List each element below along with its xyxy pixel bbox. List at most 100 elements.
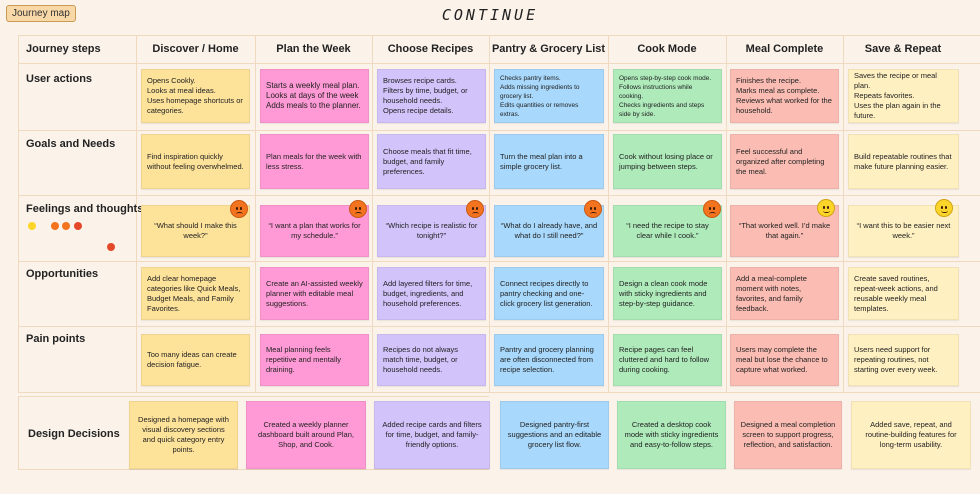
note-pain-discover[interactable]: Too many ideas can create decision fatig… bbox=[141, 334, 250, 386]
note-text: Browses recipe cards. Filters by time, b… bbox=[383, 76, 468, 115]
note-goal-discover[interactable]: Find inspiration quickly without feeling… bbox=[141, 134, 250, 189]
note-text: “Which recipe is realistic for tonight?” bbox=[385, 221, 478, 240]
note-goal-pantry[interactable]: Turn the meal plan into a simple grocery… bbox=[494, 134, 604, 189]
note-text: Build repeatable routines that make futu… bbox=[854, 151, 952, 171]
note-user-action-save[interactable]: Saves the recipe or meal plan. Repeats f… bbox=[848, 69, 959, 123]
note-text: Users need support for repeating routine… bbox=[854, 345, 938, 374]
note-text: Meal planning feels repetitive and menta… bbox=[266, 345, 342, 374]
note-goal-choose[interactable]: Choose meals that fit time, budget, and … bbox=[377, 134, 486, 189]
note-decision-discover[interactable]: Designed a homepage with visual discover… bbox=[129, 401, 238, 469]
note-text: Designed a homepage with visual discover… bbox=[138, 415, 229, 454]
column-header-journey-steps: Journey steps bbox=[26, 43, 101, 55]
note-text: “I want this to be easier next week.” bbox=[856, 221, 951, 240]
note-text: “That worked well. I’d make that again.” bbox=[738, 221, 831, 240]
note-decision-save[interactable]: Added save, repeat, and routine-building… bbox=[851, 401, 971, 469]
note-user-action-plan[interactable]: Starts a weekly meal plan. Looks at days… bbox=[260, 69, 369, 123]
note-text: Added recipe cards and filters for time,… bbox=[382, 420, 482, 449]
note-pain-complete[interactable]: Users may complete the meal but lose the… bbox=[730, 334, 839, 386]
row-header-feelings: Feelings and thoughts bbox=[26, 203, 144, 215]
note-text: Saves the recipe or meal plan. Repeats f… bbox=[854, 71, 941, 120]
note-text: Users may complete the meal but lose the… bbox=[736, 345, 828, 374]
row-header-user-actions: User actions bbox=[26, 73, 93, 85]
note-text: Recipe pages can feel cluttered and hard… bbox=[619, 345, 710, 374]
column-header-complete: Meal Complete bbox=[745, 43, 824, 55]
note-decision-cook[interactable]: Created a desktop cook mode with sticky … bbox=[617, 401, 726, 469]
note-text: Add clear homepage categories like Quick… bbox=[147, 273, 241, 313]
note-text: “I want a plan that works for my schedul… bbox=[268, 221, 361, 240]
grid-divider bbox=[18, 195, 980, 196]
note-text: Recipes do not always match time, budget… bbox=[383, 345, 459, 374]
note-text: “What should I make this week?” bbox=[154, 221, 237, 240]
note-goal-complete[interactable]: Feel successful and organized after comp… bbox=[730, 134, 839, 189]
note-text: Added save, repeat, and routine-building… bbox=[865, 420, 957, 449]
note-decision-choose[interactable]: Added recipe cards and filters for time,… bbox=[374, 401, 490, 469]
column-header-pantry: Pantry & Grocery List bbox=[491, 43, 606, 55]
happy-face-icon bbox=[817, 199, 835, 217]
sad-mini-icon bbox=[51, 222, 59, 230]
note-pain-cook[interactable]: Recipe pages can feel cluttered and hard… bbox=[613, 334, 722, 386]
sad-face-icon bbox=[349, 200, 367, 218]
angry-mini-icon bbox=[74, 222, 82, 230]
note-text: Checks pantry items. Adds missing ingred… bbox=[500, 74, 580, 118]
note-user-action-cook[interactable]: Opens step-by-step cook mode. Follows in… bbox=[613, 69, 722, 123]
grid-divider bbox=[255, 35, 256, 392]
note-text: “What do I already have, and what do I s… bbox=[500, 221, 598, 240]
note-opportunity-complete[interactable]: Add a meal-complete moment with notes, f… bbox=[730, 267, 839, 320]
note-text: Connect recipes directly to pantry check… bbox=[500, 278, 593, 308]
note-pain-choose[interactable]: Recipes do not always match time, budget… bbox=[377, 334, 486, 386]
note-opportunity-choose[interactable]: Add layered filters for time, budget, in… bbox=[377, 267, 486, 320]
note-goal-cook[interactable]: Cook without losing place or jumping bet… bbox=[613, 134, 722, 189]
note-opportunity-plan[interactable]: Create an AI-assisted weekly planner wit… bbox=[260, 267, 369, 320]
sad-face-icon bbox=[703, 200, 721, 218]
note-opportunity-discover[interactable]: Add clear homepage categories like Quick… bbox=[141, 267, 250, 320]
journey-map-tag[interactable]: Journey map bbox=[6, 5, 76, 22]
grid-divider bbox=[843, 35, 844, 392]
note-text: Plan meals for the week with less stress… bbox=[266, 151, 362, 171]
note-user-action-discover[interactable]: Opens Cookly. Looks at meal ideas. Uses … bbox=[141, 69, 250, 123]
note-pain-pantry[interactable]: Pantry and grocery planning are often di… bbox=[494, 334, 604, 386]
note-text: Choose meals that fit time, budget, and … bbox=[383, 146, 472, 176]
column-header-plan: Plan the Week bbox=[276, 43, 351, 55]
note-text: Designed a meal completion screen to sup… bbox=[740, 420, 836, 449]
note-user-action-complete[interactable]: Finishes the recipe. Marks meal as compl… bbox=[730, 69, 839, 123]
note-text: Created a weekly planner dashboard built… bbox=[258, 420, 354, 449]
note-goal-save[interactable]: Build repeatable routines that make futu… bbox=[848, 134, 959, 189]
sad-face-icon bbox=[466, 200, 484, 218]
grid-divider bbox=[18, 326, 980, 327]
grid-divider bbox=[18, 261, 980, 262]
row-header-opportunities: Opportunities bbox=[26, 268, 99, 280]
page-title: CONTINUE bbox=[441, 6, 539, 24]
grid-divider bbox=[136, 35, 137, 392]
note-opportunity-save[interactable]: Create saved routines, repeat-week actio… bbox=[848, 267, 959, 320]
note-text: Feel successful and organized after comp… bbox=[736, 146, 825, 176]
note-user-action-pantry[interactable]: Checks pantry items. Adds missing ingred… bbox=[494, 69, 604, 123]
note-text: Create an AI-assisted weekly planner wit… bbox=[266, 278, 363, 308]
column-header-choose: Choose Recipes bbox=[387, 43, 474, 55]
note-text: Starts a weekly meal plan. Looks at days… bbox=[266, 81, 361, 110]
grid-divider bbox=[372, 35, 373, 392]
note-decision-pantry[interactable]: Designed pantry-first suggestions and an… bbox=[500, 401, 609, 469]
design-decisions-frame bbox=[18, 396, 489, 470]
note-goal-plan[interactable]: Plan meals for the week with less stress… bbox=[260, 134, 369, 189]
note-text: Add a meal-complete moment with notes, f… bbox=[736, 273, 807, 313]
sad-face-icon bbox=[230, 200, 248, 218]
note-decision-complete[interactable]: Designed a meal completion screen to sup… bbox=[734, 401, 842, 469]
grid-divider bbox=[18, 63, 980, 64]
row-header-goals: Goals and Needs bbox=[26, 138, 116, 150]
note-pain-save[interactable]: Users need support for repeating routine… bbox=[848, 334, 959, 386]
grid-divider bbox=[608, 35, 609, 392]
note-text: Pantry and grocery planning are often di… bbox=[500, 345, 594, 374]
column-header-discover: Discover / Home bbox=[152, 43, 239, 55]
grid-divider bbox=[18, 130, 980, 131]
happy-face-icon bbox=[935, 199, 953, 217]
note-text: Created a desktop cook mode with sticky … bbox=[624, 420, 719, 449]
sad-mini-icon bbox=[62, 222, 70, 230]
note-user-action-choose[interactable]: Browses recipe cards. Filters by time, b… bbox=[377, 69, 486, 123]
row-header-pain-points: Pain points bbox=[26, 333, 86, 345]
note-text: Turn the meal plan into a simple grocery… bbox=[500, 151, 583, 171]
note-opportunity-pantry[interactable]: Connect recipes directly to pantry check… bbox=[494, 267, 604, 320]
note-opportunity-cook[interactable]: Design a clean cook mode with sticky ing… bbox=[613, 267, 722, 320]
happy-mini-icon bbox=[28, 222, 36, 230]
note-pain-plan[interactable]: Meal planning feels repetitive and menta… bbox=[260, 334, 369, 386]
note-decision-plan[interactable]: Created a weekly planner dashboard built… bbox=[246, 401, 366, 469]
